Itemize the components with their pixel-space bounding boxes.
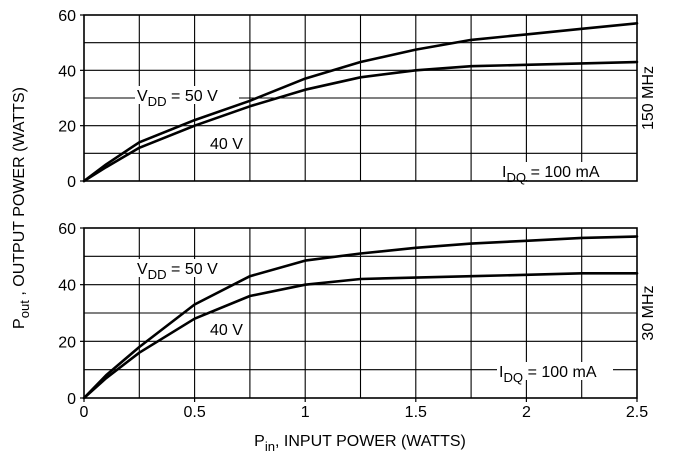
label-mask <box>135 86 239 104</box>
panel-2: 0 20 40 60 0 0.5 1 1.5 2 2.5 VDD = 50 V 40 V IDQ = 1… <box>58 221 657 421</box>
plot-frame <box>83 14 638 182</box>
series-label-40v: 40 V <box>210 136 243 153</box>
y-axis-title-sub: out <box>17 300 32 319</box>
label-mask <box>500 162 616 180</box>
y-tick-label: 20 <box>58 119 76 136</box>
series-label-vdd-50v-sub: DD <box>148 267 167 282</box>
condition-label-sub: DQ <box>506 170 526 185</box>
series-label-40v: 40 V <box>210 322 243 339</box>
y-axis-title: Pout , OUTPUT POWER (WATTS) <box>11 87 32 329</box>
y-tick-label: 40 <box>58 278 76 295</box>
series-label-vdd-50v: VDD = 50 V <box>137 88 218 109</box>
grid <box>84 228 637 398</box>
x-axis-title-rest: , INPUT POWER (WATTS) <box>275 433 466 450</box>
x-axis-title-sub: in <box>265 439 275 454</box>
y-axis-title-main: P <box>11 318 28 329</box>
condition-label-rest: = 100 mA <box>526 164 600 181</box>
series-line-40v <box>82 60 639 183</box>
series-label-vdd-50v-main: V <box>137 261 148 278</box>
x-axis-title: Pin, INPUT POWER (WATTS) <box>254 433 466 454</box>
condition-label: IDQ = 100 mA <box>499 364 597 385</box>
series-line-vdd-50v <box>82 22 639 183</box>
condition-label-rest: = 100 mA <box>523 364 597 381</box>
plot-frame <box>83 227 638 399</box>
condition-label-main: I <box>502 164 506 181</box>
y-axis-title-rest: , OUTPUT POWER (WATTS) <box>11 87 28 300</box>
series-label-vdd-50v-sub: DD <box>148 94 167 109</box>
series-label-vdd-50v-rest: = 50 V <box>167 88 218 105</box>
series-label-vdd-50v-rest: = 50 V <box>167 261 218 278</box>
frequency-label: 30 MHz <box>640 285 657 340</box>
panel-1: 0 20 40 60 VDD = 50 V 40 V IDQ = 100 mA 150 MHz <box>58 8 657 191</box>
label-mask <box>135 259 239 277</box>
y-tick-label: 0 <box>67 174 76 191</box>
series-line-vdd-50v <box>82 235 639 400</box>
x-axis-title-main: P <box>254 433 265 450</box>
series-label-vdd-50v: VDD = 50 V <box>137 261 218 282</box>
label-mask <box>205 320 249 338</box>
x-tick-label: 1.5 <box>405 404 427 421</box>
label-mask <box>497 362 613 380</box>
label-mask <box>205 134 249 152</box>
y-tick-label: 40 <box>58 63 76 80</box>
x-tick-label: 2.5 <box>626 404 648 421</box>
series-label-40v-main: 40 V <box>210 136 243 153</box>
y-tick-label: 20 <box>58 334 76 351</box>
x-tick-label: 0 <box>80 404 89 421</box>
y-tick-label: 0 <box>67 391 76 408</box>
series-line-40v <box>82 272 639 400</box>
x-tick-label: 2 <box>522 404 531 421</box>
y-tick-label: 60 <box>58 8 76 25</box>
condition-label-sub: DQ <box>503 370 523 385</box>
y-tick-label: 60 <box>58 221 76 238</box>
condition-label: IDQ = 100 mA <box>502 164 600 185</box>
x-tick-label: 0.5 <box>183 404 205 421</box>
frequency-label: 150 MHz <box>640 66 657 130</box>
series-label-40v-main: 40 V <box>210 322 243 339</box>
condition-label-main: I <box>499 364 503 381</box>
x-tick-label: 1 <box>301 404 310 421</box>
series-label-vdd-50v-main: V <box>137 88 148 105</box>
